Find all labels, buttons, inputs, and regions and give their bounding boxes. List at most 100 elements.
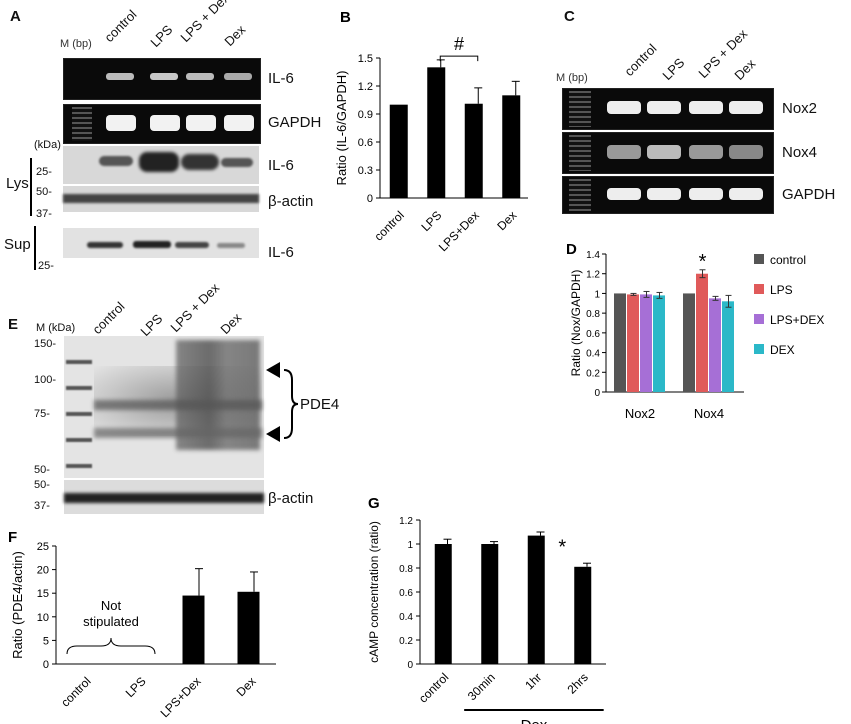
lane-label: LPS + Dex [167, 280, 223, 335]
nox2-gel [562, 88, 774, 130]
blot-label-il6: IL-6 [268, 157, 294, 174]
legend-swatch [754, 254, 764, 264]
panel-e-letter: E [8, 316, 19, 333]
kda-label: (kDa) [34, 139, 61, 151]
lane-label: control [621, 40, 660, 79]
y-tick-label: 20 [37, 565, 49, 577]
x-tick-label: Dex [234, 674, 259, 699]
lane-label: LPS [137, 311, 166, 339]
pde4-blot [64, 336, 264, 478]
bar [683, 293, 695, 392]
annotation-text: stipulated [83, 614, 139, 629]
sup-blot [63, 228, 259, 258]
bar [182, 595, 205, 664]
gel-label-gapdh: GAPDH [268, 114, 322, 131]
x-tick-label: LPS+Dex [436, 208, 482, 254]
marker: 37- [36, 208, 52, 220]
x-tick-label: LPS [123, 674, 149, 700]
bar [627, 294, 639, 392]
y-tick-label: 0.2 [586, 368, 600, 379]
y-tick-label: 0.8 [586, 309, 600, 320]
y-tick-label: 1.2 [586, 270, 600, 281]
bar [653, 295, 665, 392]
dex-group-label: Dex [521, 717, 548, 724]
actin-blot-e [64, 480, 264, 514]
legend-label: LPS [770, 283, 793, 297]
panel-a-marker-label: M (bp) [60, 38, 92, 50]
panel-f-letter: F [8, 529, 17, 546]
lane-label: LPS [147, 22, 176, 50]
bar [527, 535, 545, 664]
y-tick-label: 0.8 [399, 564, 413, 575]
marker: 150- [34, 338, 57, 350]
bar [614, 293, 626, 392]
bar [722, 301, 734, 392]
panel-e-marker-label: M (kDa) [36, 322, 76, 334]
y-tick-label: 1 [594, 289, 600, 300]
nox4-gel [562, 132, 774, 174]
y-tick-label: 0.3 [358, 165, 373, 177]
y-tick-label: 0.6 [586, 329, 600, 340]
x-tick-label: LPS+Dex [158, 674, 204, 720]
y-axis-label: Ratio (Nox/GAPDH) [569, 270, 583, 377]
significance-mark: # [454, 34, 464, 54]
marker: 50- [34, 464, 50, 476]
panel-c-letter: C [564, 8, 575, 25]
legend-swatch [754, 344, 764, 354]
y-tick-label: 10 [37, 612, 49, 624]
bar [574, 566, 592, 664]
lane-label: Dex [731, 56, 759, 83]
annotation-text: Not [101, 598, 122, 613]
x-tick-label: 1hr [522, 670, 544, 692]
x-tick-label: Nox2 [625, 406, 655, 421]
il6-blot [63, 146, 259, 184]
pde4-label: PDE4 [300, 396, 340, 413]
y-tick-label: 25 [37, 541, 49, 553]
panel-b-letter: B [340, 9, 351, 26]
x-tick-label: Nox4 [694, 406, 724, 421]
y-tick-label: 0.6 [399, 588, 413, 599]
lane-label: Dex [221, 22, 249, 49]
bar [640, 294, 652, 392]
panel-c-marker-label: M (bp) [556, 72, 588, 84]
bar [481, 544, 499, 664]
y-axis-label: Ratio (IL-6/GAPDH) [334, 71, 349, 186]
bar [434, 544, 452, 664]
y-tick-label: 0.4 [399, 612, 413, 623]
gel-label-gapdh-c: GAPDH [782, 186, 836, 203]
gel-label-nox2: Nox2 [782, 100, 818, 117]
bar [696, 273, 708, 392]
y-tick-label: 0.9 [358, 109, 373, 121]
significance-mark: * [699, 251, 707, 273]
y-tick-label: 15 [37, 588, 49, 600]
x-tick-label: control [371, 208, 406, 243]
bar [427, 67, 446, 198]
y-tick-label: 1.5 [358, 53, 373, 65]
y-axis-label: cAMP concentration (ratio) [367, 521, 381, 663]
gel-label-il6: IL-6 [268, 70, 294, 87]
legend-label: control [770, 253, 806, 267]
lane-label: control [89, 298, 128, 337]
gapdh-gel-c [562, 176, 774, 214]
y-tick-label: 0 [43, 659, 49, 671]
y-tick-label: 0 [367, 193, 373, 205]
blot-label-sup-il6: IL-6 [268, 244, 294, 261]
actin-blot [63, 186, 259, 212]
il6-gel [63, 58, 261, 100]
y-axis-label: Ratio (PDE4/actin) [10, 551, 25, 659]
bar [464, 103, 483, 198]
actin-label-e: β-actin [268, 490, 314, 507]
panel-d-letter: D [566, 241, 577, 258]
y-tick-label: 1.4 [586, 250, 600, 261]
marker: 50- [36, 186, 52, 198]
y-tick-label: 1 [407, 540, 413, 551]
legend-swatch [754, 314, 764, 324]
marker: 100- [34, 374, 57, 386]
panel-a-letter: A [10, 8, 21, 25]
gapdh-gel [63, 104, 261, 144]
panel-g-letter: G [368, 495, 380, 512]
x-tick-label: control [58, 674, 93, 709]
bar [502, 95, 521, 198]
gel-label-nox4: Nox4 [782, 144, 818, 161]
